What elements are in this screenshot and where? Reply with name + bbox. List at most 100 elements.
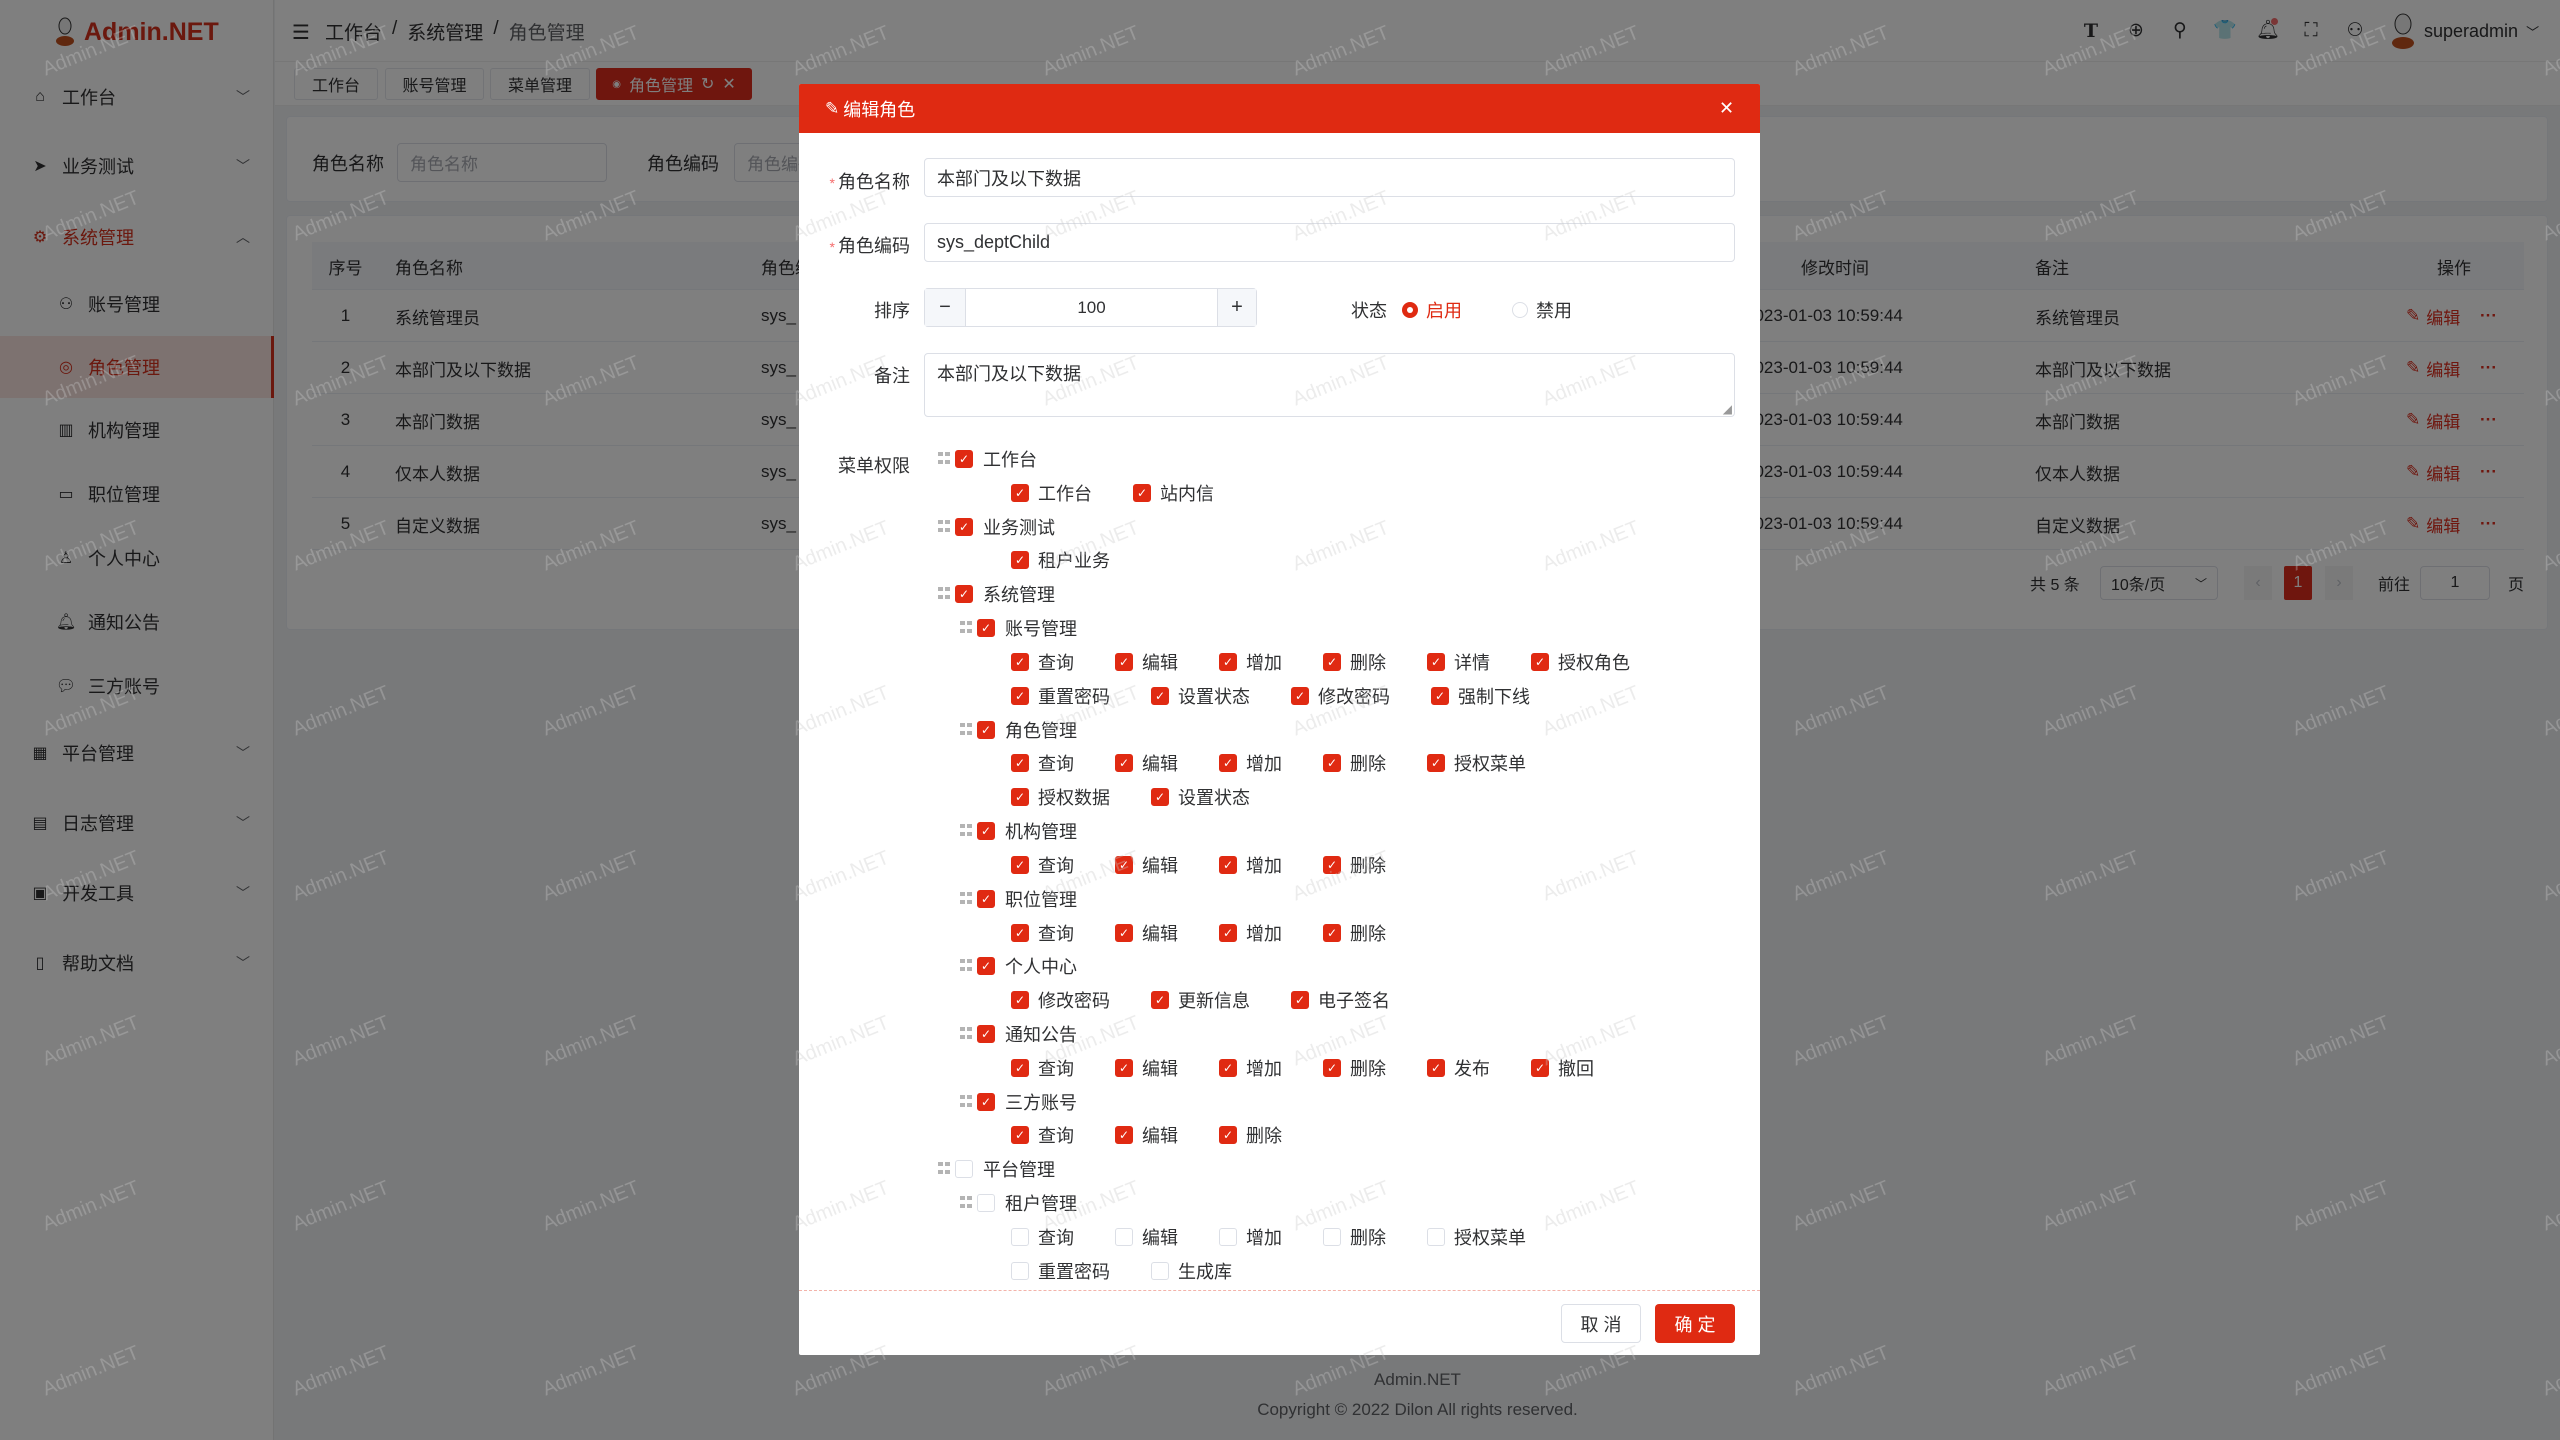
drag-handle-icon[interactable] [938, 587, 950, 601]
order-input[interactable]: 100 [1077, 297, 1106, 317]
tree-leaf[interactable]: ✓ 修改密码 [1011, 983, 1110, 1017]
checkbox-checked[interactable]: ✓ [955, 449, 973, 468]
checkbox-checked[interactable]: ✓ [1323, 923, 1341, 942]
confirm-button[interactable]: 确 定 [1655, 1304, 1735, 1343]
status-radio-enabled[interactable]: 启用 [1402, 297, 1462, 323]
tree-node[interactable]: ✓ 系统管理 [938, 577, 1738, 611]
drag-handle-icon[interactable] [938, 519, 950, 534]
drag-handle-icon[interactable] [960, 722, 972, 737]
checkbox-unchecked[interactable] [1323, 1227, 1341, 1246]
tree-leaf[interactable]: ✓ 更新信息 [1151, 983, 1250, 1017]
tree-leaf[interactable]: 查询 [1011, 1220, 1074, 1254]
tree-leaf[interactable]: ✓ 撤回 [1531, 1051, 1594, 1085]
tree-node[interactable]: ✓ 个人中心 [938, 949, 1738, 983]
checkbox-checked[interactable]: ✓ [1115, 923, 1133, 942]
tree-node[interactable]: 平台管理 [938, 1152, 1738, 1186]
checkbox-checked[interactable]: ✓ [1011, 652, 1029, 671]
checkbox-unchecked[interactable] [1011, 1261, 1029, 1280]
tree-leaf[interactable]: 生成库 [1151, 1254, 1232, 1288]
checkbox-checked[interactable]: ✓ [1011, 1126, 1029, 1145]
tree-leaf[interactable]: 编辑 [1115, 1220, 1178, 1254]
tree-leaf[interactable]: ✓ 查询 [1011, 746, 1074, 780]
checkbox-unchecked[interactable] [1115, 1227, 1133, 1246]
tree-leaf[interactable]: ✓ 设置状态 [1151, 780, 1250, 814]
tree-leaf[interactable]: ✓ 站内信 [1133, 476, 1214, 510]
checkbox-unchecked[interactable] [1427, 1227, 1445, 1246]
tree-leaf[interactable]: ✓ 增加 [1219, 848, 1282, 882]
tree-leaf[interactable]: ✓ 增加 [1219, 746, 1282, 780]
tree-leaf[interactable]: ✓ 查询 [1011, 916, 1074, 950]
tree-leaf[interactable]: ✓ 发布 [1427, 1051, 1490, 1085]
checkbox-checked[interactable]: ✓ [1323, 754, 1341, 773]
resize-handle-icon[interactable]: ◢ [1722, 402, 1732, 416]
checkbox-checked[interactable]: ✓ [1151, 991, 1169, 1010]
checkbox-checked[interactable]: ✓ [955, 517, 973, 536]
checkbox-checked[interactable]: ✓ [1133, 483, 1151, 502]
checkbox-checked[interactable]: ✓ [977, 720, 995, 739]
tree-node[interactable]: ✓ 业务测试 [938, 510, 1738, 544]
tree-leaf[interactable]: 删除 [1323, 1220, 1386, 1254]
checkbox-checked[interactable]: ✓ [955, 585, 973, 604]
checkbox-unchecked[interactable] [1219, 1227, 1237, 1246]
checkbox-checked[interactable]: ✓ [1427, 754, 1445, 773]
checkbox-checked[interactable]: ✓ [1115, 652, 1133, 671]
tree-leaf[interactable]: ✓ 工作台 [1011, 476, 1092, 510]
increment-button[interactable]: + [1217, 289, 1256, 326]
checkbox-checked[interactable]: ✓ [1011, 483, 1029, 502]
tree-leaf[interactable]: ✓ 查询 [1011, 1051, 1074, 1085]
checkbox-checked[interactable]: ✓ [1011, 991, 1029, 1010]
tree-leaf[interactable]: ✓ 查询 [1011, 1119, 1074, 1153]
checkbox-checked[interactable]: ✓ [1219, 754, 1237, 773]
checkbox-checked[interactable]: ✓ [1219, 855, 1237, 874]
tree-leaf[interactable]: ✓ 租户业务 [1011, 543, 1110, 577]
tree-leaf[interactable]: ✓ 编辑 [1115, 848, 1178, 882]
drag-handle-icon[interactable] [960, 621, 972, 635]
checkbox-checked[interactable]: ✓ [1151, 788, 1169, 807]
tree-leaf[interactable]: ✓ 电子签名 [1291, 983, 1390, 1017]
checkbox-checked[interactable]: ✓ [1115, 1126, 1133, 1145]
tree-leaf[interactable]: 重置密码 [1011, 1254, 1110, 1288]
tree-leaf[interactable]: ✓ 删除 [1323, 746, 1386, 780]
tree-leaf[interactable]: ✓ 删除 [1219, 1119, 1282, 1153]
tree-node[interactable]: ✓ 角色管理 [938, 713, 1738, 747]
tree-leaf[interactable]: ✓ 查询 [1011, 645, 1074, 679]
tree-leaf[interactable]: 增加 [1219, 1220, 1282, 1254]
tree-leaf[interactable]: ✓ 授权角色 [1531, 645, 1630, 679]
checkbox-checked[interactable]: ✓ [1011, 754, 1029, 773]
checkbox-checked[interactable]: ✓ [1291, 686, 1309, 705]
drag-handle-icon[interactable] [960, 891, 972, 906]
tree-leaf[interactable]: 授权菜单 [1427, 1220, 1526, 1254]
checkbox-checked[interactable]: ✓ [1115, 855, 1133, 874]
tree-leaf[interactable]: ✓ 增加 [1219, 1051, 1282, 1085]
drag-handle-icon[interactable] [960, 1196, 972, 1210]
tree-leaf[interactable]: ✓ 删除 [1323, 848, 1386, 882]
drag-handle-icon[interactable] [938, 451, 950, 466]
tree-node[interactable]: ✓ 机构管理 [938, 814, 1738, 848]
checkbox-checked[interactable]: ✓ [1219, 652, 1237, 671]
checkbox-checked[interactable]: ✓ [1011, 551, 1029, 570]
checkbox-checked[interactable]: ✓ [1011, 855, 1029, 874]
tree-leaf[interactable]: ✓ 授权菜单 [1427, 746, 1526, 780]
drag-handle-icon[interactable] [938, 1162, 950, 1176]
drag-handle-icon[interactable] [960, 1094, 972, 1109]
checkbox-checked[interactable]: ✓ [1531, 652, 1549, 671]
checkbox-checked[interactable]: ✓ [977, 957, 995, 976]
tree-leaf[interactable]: ✓ 删除 [1323, 916, 1386, 950]
checkbox-checked[interactable]: ✓ [1427, 652, 1445, 671]
decrement-button[interactable]: − [925, 289, 966, 326]
status-radio-disabled[interactable]: 禁用 [1512, 297, 1572, 323]
checkbox-unchecked[interactable] [1151, 1261, 1169, 1280]
checkbox-checked[interactable]: ✓ [977, 889, 995, 908]
tree-node[interactable]: ✓ 工作台 [938, 442, 1738, 476]
checkbox-checked[interactable]: ✓ [1011, 686, 1029, 705]
checkbox-checked[interactable]: ✓ [1291, 991, 1309, 1010]
tree-leaf[interactable]: ✓ 设置状态 [1151, 679, 1250, 713]
remark-textarea[interactable]: 本部门及以下数据 ◢ [924, 353, 1735, 417]
checkbox-unchecked[interactable] [977, 1194, 995, 1213]
checkbox-checked[interactable]: ✓ [1151, 686, 1169, 705]
tree-leaf[interactable]: ✓ 详情 [1427, 645, 1490, 679]
close-icon[interactable]: ✕ [1719, 98, 1735, 118]
tree-leaf[interactable]: ✓ 删除 [1323, 645, 1386, 679]
checkbox-checked[interactable]: ✓ [1323, 855, 1341, 874]
checkbox-unchecked[interactable] [955, 1160, 973, 1179]
